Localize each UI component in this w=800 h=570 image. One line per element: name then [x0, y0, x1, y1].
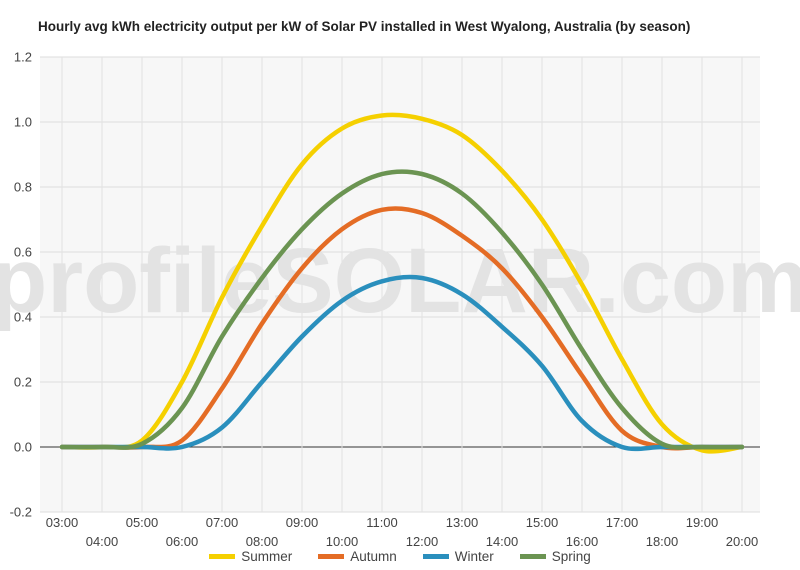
- x-tick-label: 13:00: [446, 515, 479, 530]
- x-tick-label: 20:00: [726, 534, 759, 549]
- series-line-spring: [59, 169, 745, 450]
- legend-swatch: [209, 554, 236, 559]
- legend-item-winter[interactable]: Winter: [422, 549, 494, 564]
- series-line-autumn: [59, 206, 745, 451]
- x-tick-label: 17:00: [606, 515, 639, 530]
- y-tick-label: 0.6: [14, 245, 32, 260]
- y-tick-label: -0.2: [10, 505, 32, 520]
- x-tick-label: 16:00: [566, 534, 599, 549]
- x-tick-label: 19:00: [686, 515, 719, 530]
- x-tick-label: 09:00: [286, 515, 319, 530]
- legend-item-spring[interactable]: Spring: [519, 549, 591, 564]
- legend-label: Spring: [551, 549, 591, 564]
- y-tick-label: 0.0: [14, 440, 32, 455]
- legend-swatch: [519, 554, 546, 559]
- legend-swatch: [422, 554, 449, 559]
- plot-area: [40, 57, 760, 512]
- x-tick-label: 07:00: [206, 515, 239, 530]
- legend-item-autumn[interactable]: Autumn: [318, 549, 397, 564]
- legend-swatch: [318, 554, 345, 559]
- x-tick-label: 15:00: [526, 515, 559, 530]
- x-tick-label: 06:00: [166, 534, 199, 549]
- y-tick-label: 0.4: [14, 310, 32, 325]
- y-tick-label: 0.8: [14, 180, 32, 195]
- watermark: profileSOLAR.com: [0, 230, 800, 332]
- y-tick-label: 1.2: [14, 50, 32, 65]
- chart-title: Hourly avg kWh electricity output per kW…: [38, 19, 691, 34]
- x-tick-label: 14:00: [486, 534, 519, 549]
- x-tick-label: 08:00: [246, 534, 279, 549]
- x-tick-label: 10:00: [326, 534, 359, 549]
- x-tick-label: 18:00: [646, 534, 679, 549]
- x-tick-label: 05:00: [126, 515, 159, 530]
- x-tick-label: 12:00: [406, 534, 439, 549]
- y-tick-label: 0.2: [14, 375, 32, 390]
- series-line-summer: [59, 112, 745, 454]
- legend-label: Autumn: [350, 549, 397, 564]
- legend-label: Summer: [241, 549, 293, 564]
- y-tick-label: 1.0: [14, 115, 32, 130]
- chart-legend: Summer Autumn Winter Spring: [0, 549, 800, 564]
- x-tick-label: 11:00: [366, 515, 398, 530]
- legend-item-summer[interactable]: Summer: [209, 549, 292, 564]
- x-tick-label: 04:00: [86, 534, 119, 549]
- series-line-winter: [59, 274, 745, 452]
- legend-label: Winter: [454, 549, 494, 564]
- x-tick-label: 03:00: [46, 515, 79, 530]
